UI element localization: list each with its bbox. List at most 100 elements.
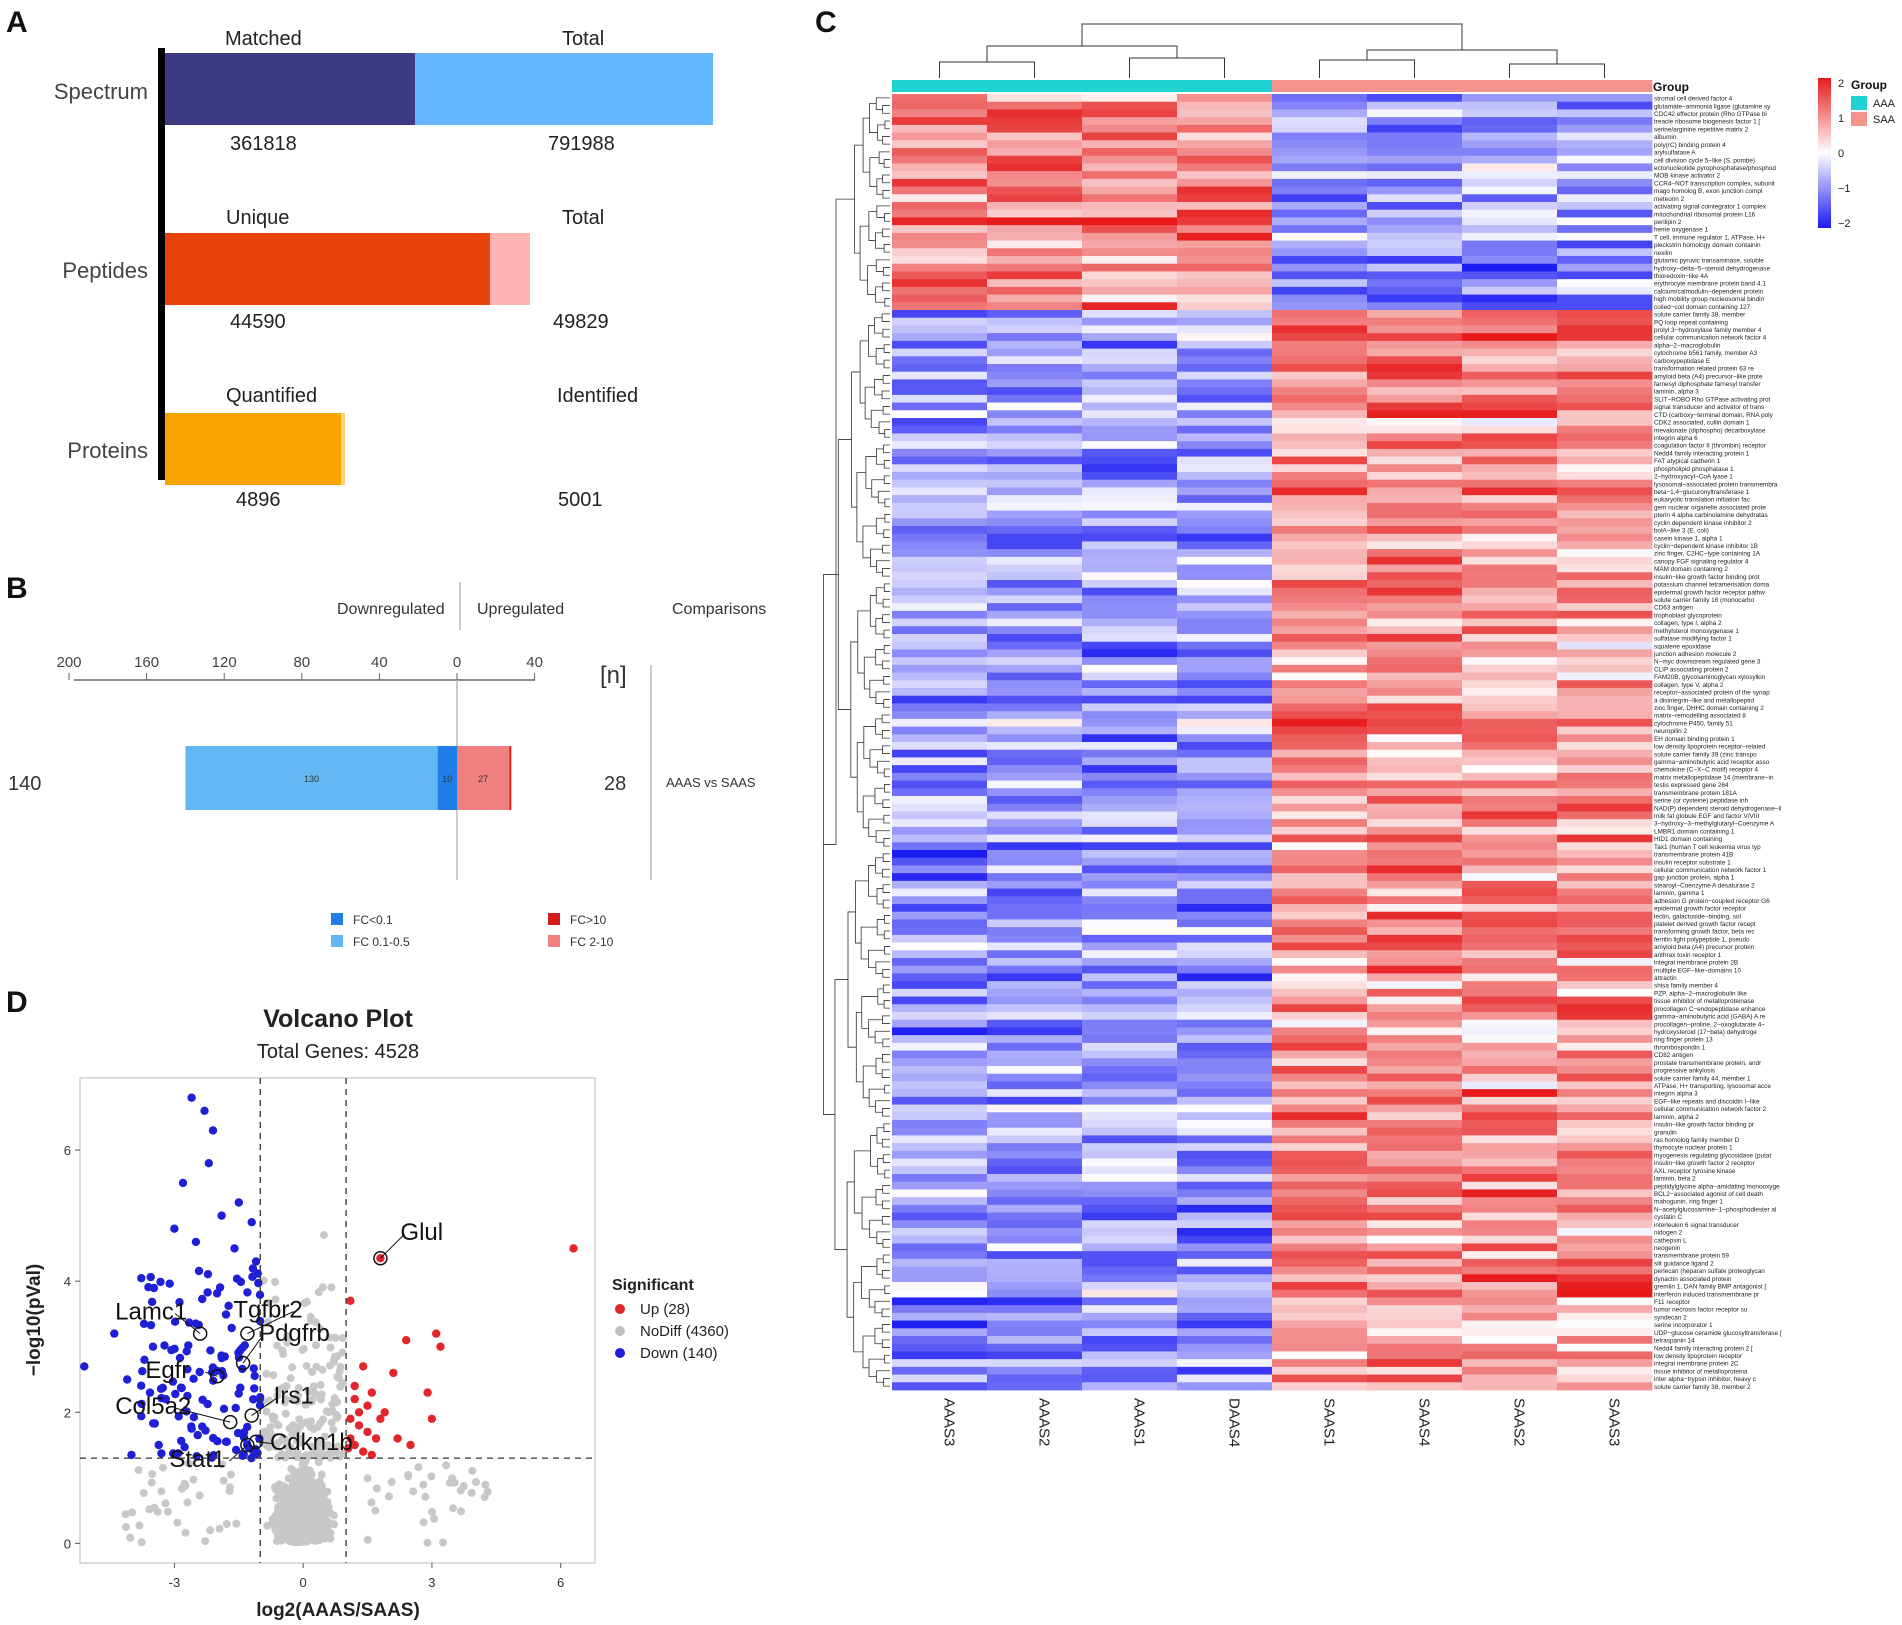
heatmap-cell: [1557, 1158, 1653, 1167]
heatmap-cell: [1557, 1243, 1653, 1252]
heatmap-cell: [1272, 1343, 1368, 1352]
heatmap-cell: [1082, 680, 1178, 689]
volcano-point-nodiff: [225, 1483, 234, 1492]
heatmap-row-label: cathepsin L: [1654, 1237, 1687, 1244]
heatmap-cell: [1272, 1150, 1368, 1159]
heatmap-cell: [1082, 1104, 1178, 1113]
heatmap-cell: [1177, 1096, 1273, 1105]
volcano-point-down: [239, 1450, 248, 1459]
heatmap-row-label: cellular communication network factor 1: [1654, 867, 1767, 874]
heatmap-cell: [1177, 248, 1273, 257]
heatmap-cell: [1462, 263, 1558, 272]
heatmap-cell: [1082, 1336, 1178, 1345]
volcano-point-down: [203, 1399, 212, 1409]
heatmap-cell: [1082, 387, 1178, 396]
heatmap-cell: [1082, 124, 1178, 133]
heatmap-column-label: SAAS2: [1511, 1398, 1528, 1446]
heatmap-row-label: matrix−remodelling associated 8: [1654, 713, 1746, 720]
volcano-point-down: [198, 1422, 207, 1431]
heatmap-row-label: cystatin C: [1654, 1214, 1682, 1221]
dendrogram-link: [883, 1000, 890, 1009]
heatmap-cell: [987, 1343, 1083, 1352]
heatmap-cell: [1272, 1135, 1368, 1144]
heatmap-cell: [987, 996, 1083, 1005]
heatmap-cell: [987, 819, 1083, 828]
heatmap-cell: [892, 225, 988, 234]
heatmap-cell: [987, 248, 1083, 257]
heatmap-cell: [1272, 1289, 1368, 1298]
heatmap-cell: [892, 410, 988, 419]
heatmap-cell: [987, 973, 1083, 982]
heatmap-cell: [1272, 688, 1368, 697]
volcano-point-nodiff: [325, 1333, 334, 1342]
group-bar-cell: [987, 80, 1083, 92]
heatmap-row-label: LMBR1 domain containing 1: [1654, 828, 1735, 835]
dendrogram-link: [861, 996, 878, 1029]
heatmap-row-label: dynactin associated protein: [1654, 1276, 1732, 1283]
heatmap-row-label: gremlin 1, DAN family BMP antagonist [: [1654, 1284, 1766, 1291]
volcano-point-up: [367, 1450, 376, 1460]
heatmap-cell: [892, 734, 988, 743]
volcano-point-down: [212, 1289, 222, 1298]
heatmap-cell: [1082, 1143, 1178, 1152]
heatmap-row-label: integral membrane protein 2B: [1654, 960, 1738, 967]
heatmap-cell: [1082, 109, 1178, 118]
heatmap-cell: [1462, 1297, 1558, 1306]
heatmap-cell: [1272, 564, 1368, 573]
heatmap-cell: [1272, 826, 1368, 835]
heatmap-cell: [1462, 765, 1558, 774]
dendrogram-link: [875, 286, 885, 303]
heatmap-row-label: FAM20B, glycosaminoglycan xylosylkin: [1654, 674, 1766, 681]
color-scale-tick: −2: [1838, 218, 1851, 230]
heatmap-cell: [1272, 472, 1368, 481]
volcano-point-nodiff: [298, 1533, 307, 1542]
heatmap-cell: [1462, 526, 1558, 535]
heatmap-cell: [1082, 379, 1178, 388]
heatmap-cell: [987, 194, 1083, 203]
heatmap-cell: [1557, 333, 1653, 342]
heatmap-row-label: erythrocyte membrane protein band 4.1: [1654, 281, 1766, 288]
volcano-point-up: [350, 1394, 359, 1404]
heatmap-cell: [1462, 688, 1558, 697]
volcano-point-nodiff: [278, 1435, 287, 1444]
heatmap-cell: [1462, 248, 1558, 257]
heatmap-cell: [987, 1004, 1083, 1013]
heatmap-cell: [1462, 996, 1558, 1005]
dendrogram-link: [884, 1285, 890, 1294]
heatmap-column-label: SAAS4: [1416, 1398, 1433, 1446]
heatmap-cell: [892, 618, 988, 627]
heatmap-cell: [987, 1204, 1083, 1213]
heatmap-cell: [987, 850, 1083, 859]
heatmap-cell: [1177, 572, 1273, 581]
dendrogram-link: [882, 136, 890, 145]
heatmap-cell: [1462, 1258, 1558, 1267]
heatmap-cell: [1082, 333, 1178, 342]
heatmap-cell: [1462, 1120, 1558, 1129]
volcano-point-nodiff: [122, 1523, 130, 1532]
heatmap-cell: [1272, 1127, 1368, 1136]
heatmap-row-label: lectin, galactoside−binding, sol: [1654, 913, 1741, 920]
heatmap-cell: [1082, 317, 1178, 326]
heatmap-cell: [1177, 664, 1273, 673]
heatmap-cell: [892, 526, 988, 535]
volcano-point-nodiff: [226, 1470, 235, 1479]
volcano-point-nodiff: [297, 1518, 306, 1527]
dendrogram-link: [876, 178, 883, 195]
volcano-point-nodiff: [274, 1481, 283, 1490]
heatmap-cell: [892, 942, 988, 951]
heatmap-row-label: mahogunin, ring finger 1: [1654, 1199, 1723, 1206]
panel-a-value-right: 791988: [548, 133, 615, 155]
heatmap-row-label: testis expressed gene 264: [1654, 782, 1729, 789]
volcano-point-down: [177, 1436, 186, 1446]
heatmap-cell: [987, 610, 1083, 619]
heatmap-row-label: gamma−aminobutyric acid (GABA) A re: [1654, 1014, 1766, 1021]
volcano-point-nodiff: [278, 1346, 287, 1355]
volcano-legend-marker: [615, 1304, 625, 1314]
heatmap-cell: [1462, 1150, 1558, 1159]
heatmap-row-label: BCL2−associated agonist of cell death: [1654, 1191, 1763, 1198]
dendrogram-link: [876, 919, 885, 936]
heatmap-cell: [987, 950, 1083, 959]
heatmap-cell: [1557, 425, 1653, 434]
heatmap-cell: [892, 1127, 988, 1136]
heatmap-cell: [1557, 1143, 1653, 1152]
